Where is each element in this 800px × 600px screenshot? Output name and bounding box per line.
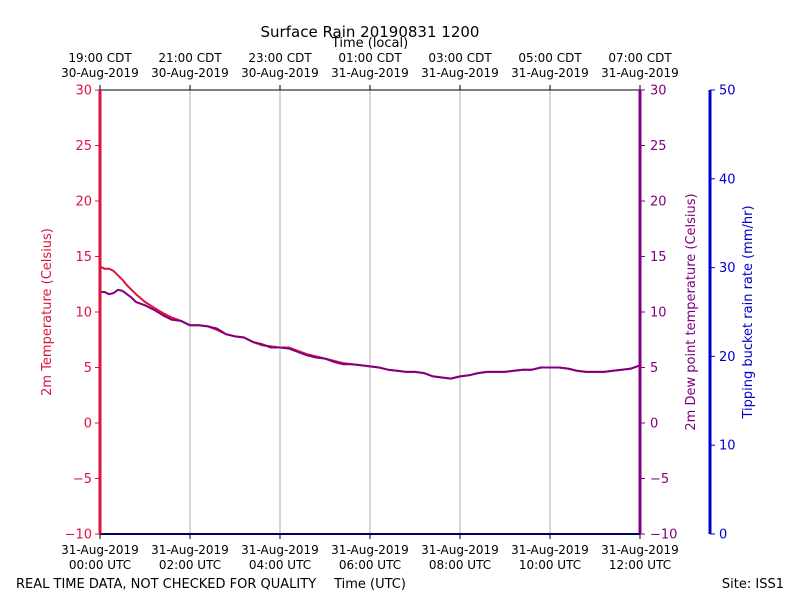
- y-axis-label-left: 2m Temperature (Celsius): [40, 228, 55, 396]
- y-tick-label-right: −5: [650, 472, 669, 487]
- x-tick-label-local-time: 03:00 CDT: [428, 51, 492, 65]
- rain-tick-label: 0: [719, 528, 727, 543]
- x-tick-label-utc-date: 31-Aug-2019: [511, 543, 589, 557]
- y-tick-label-left: −5: [73, 472, 92, 487]
- x-tick-label-utc-date: 31-Aug-2019: [151, 543, 229, 557]
- y-axis-label-dewpoint: 2m Dew point temperature (Celsius): [684, 193, 699, 430]
- x-tick-label-local-date: 31-Aug-2019: [331, 66, 409, 80]
- site-label: Site: ISS1: [722, 577, 784, 592]
- x-tick-label-local-time: 05:00 CDT: [518, 51, 582, 65]
- y-tick-label-right: −10: [650, 528, 677, 543]
- x-tick-label-utc-time: 04:00 UTC: [249, 558, 311, 572]
- x-tick-label-utc-time: 08:00 UTC: [429, 558, 491, 572]
- axes-layer: [98, 89, 712, 535]
- x-tick-label-local-date: 31-Aug-2019: [601, 66, 679, 80]
- x-tick-label-utc-time: 10:00 UTC: [519, 558, 581, 572]
- x-tick-label-local-date: 31-Aug-2019: [511, 66, 589, 80]
- x-tick-label-local-time: 07:00 CDT: [608, 51, 672, 65]
- y-tick-label-left: 5: [84, 361, 92, 376]
- x-tick-label-local-date: 30-Aug-2019: [241, 66, 319, 80]
- x-tick-label-local-date: 30-Aug-2019: [151, 66, 229, 80]
- y-tick-label-right: 10: [650, 306, 667, 321]
- x-tick-label-local-time: 23:00 CDT: [248, 51, 312, 65]
- x-tick-label-utc-date: 31-Aug-2019: [61, 543, 139, 557]
- y-tick-label-left: 10: [75, 306, 92, 321]
- x-tick-label-utc-time: 06:00 UTC: [339, 558, 401, 572]
- x-tick-label-utc-date: 31-Aug-2019: [421, 543, 499, 557]
- y-tick-label-left: 25: [75, 139, 92, 154]
- rain-tick-label: 30: [719, 261, 736, 276]
- series-line-dewpoint: [100, 288, 641, 380]
- y-tick-label-right: 20: [650, 195, 667, 210]
- x-tick-label-utc-time: 00:00 UTC: [69, 558, 131, 572]
- x-tick-label-local-date: 31-Aug-2019: [421, 66, 499, 80]
- x-axis-label: Time (UTC): [333, 577, 406, 592]
- y-tick-label-right: 25: [650, 139, 667, 154]
- rain-tick-label: 10: [719, 439, 736, 454]
- rain-tick-label: 50: [719, 84, 736, 99]
- x-tick-label-utc-date: 31-Aug-2019: [331, 543, 409, 557]
- rain-tick-label: 40: [719, 172, 736, 187]
- x-tick-label-local-time: 01:00 CDT: [338, 51, 402, 65]
- y-tick-label-left: 15: [75, 250, 92, 265]
- y-tick-label-left: 20: [75, 195, 92, 210]
- y-tick-label-right: 0: [650, 417, 658, 432]
- y-tick-label-left: 0: [84, 417, 92, 432]
- x-tick-label-local-time: 19:00 CDT: [68, 51, 132, 65]
- x-tick-label-local-date: 30-Aug-2019: [61, 66, 139, 80]
- top-axis-title: Time (local): [331, 36, 408, 51]
- grid-lines: [189, 90, 551, 534]
- chart-title: Surface Rain 20190831 1200: [261, 23, 480, 41]
- x-tick-label-utc-time: 02:00 UTC: [159, 558, 221, 572]
- y-tick-label-left: 30: [75, 84, 92, 99]
- y-tick-label-right: 5: [650, 361, 658, 376]
- x-tick-label-utc-time: 12:00 UTC: [609, 558, 671, 572]
- x-tick-label-utc-date: 31-Aug-2019: [241, 543, 319, 557]
- quality-disclaimer: REAL TIME DATA, NOT CHECKED FOR QUALITY: [16, 577, 316, 592]
- x-tick-label-local-time: 21:00 CDT: [158, 51, 222, 65]
- ticks-layer: −10 −5 0 5 10 15 20 25 30 −10 −5 0 5 10 15 20 25 30 0 10 20 3…: [61, 51, 735, 572]
- y-tick-label-left: −10: [65, 528, 92, 543]
- y-axis-label-rain: Tipping bucket rain rate (mm/hr): [741, 205, 756, 419]
- rain-tick-label: 20: [719, 350, 736, 365]
- y-tick-label-right: 15: [650, 250, 667, 265]
- y-tick-label-right: 30: [650, 84, 667, 99]
- x-tick-label-utc-date: 31-Aug-2019: [601, 543, 679, 557]
